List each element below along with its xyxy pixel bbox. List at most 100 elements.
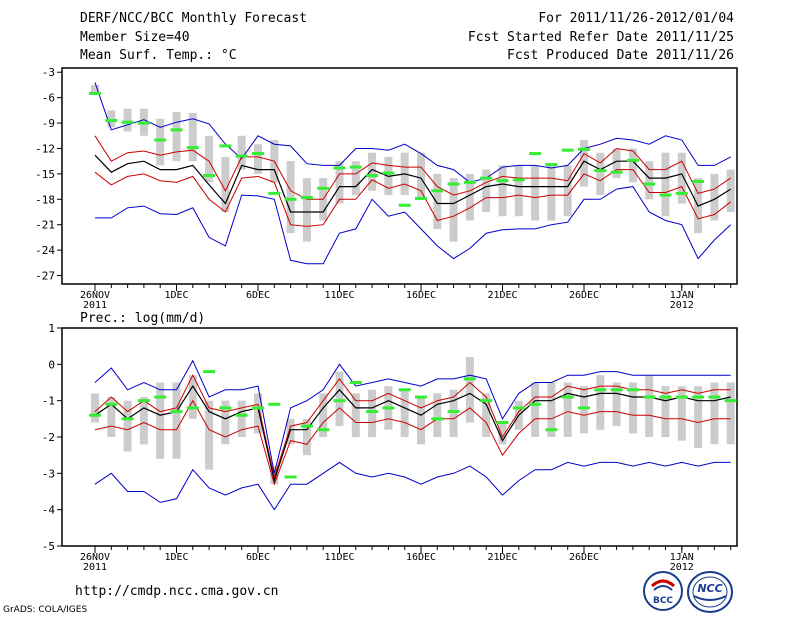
x-tick-label: 6DEC [246, 552, 270, 563]
spread-box [612, 382, 621, 427]
x-tick-label: 21DEC [487, 290, 517, 301]
mean-marker [708, 395, 721, 399]
mean-marker [235, 154, 248, 158]
y-tick-label: 0 [48, 358, 55, 371]
spread-box [465, 357, 474, 423]
bcc-logo-text: BCC [653, 596, 673, 606]
mean-marker [398, 203, 411, 207]
produced-date-label: Fcst Produced Date 2011/11/26 [507, 48, 734, 63]
spread-box [237, 135, 246, 170]
spread-box [482, 393, 491, 437]
spread-box [465, 173, 474, 221]
y-tick-label: -2 [42, 431, 55, 444]
spread-box [563, 165, 572, 217]
mean-marker [268, 402, 281, 406]
spread-box [596, 152, 605, 196]
spread-box [694, 386, 703, 448]
spread-box [319, 393, 328, 437]
spread-box [612, 148, 621, 179]
y-tick-label: 1 [48, 322, 55, 335]
mean-marker [594, 388, 607, 392]
mean-marker [317, 186, 330, 190]
spread-box [139, 397, 148, 445]
mean-marker [137, 121, 150, 125]
series-max-line [94, 359, 731, 474]
ncc-logo-text: NCC [697, 582, 722, 595]
spread-box [368, 389, 377, 437]
spread-box [286, 161, 295, 234]
spread-box [335, 161, 344, 204]
x-tick-label: 1DEC [164, 290, 188, 301]
mean-marker [447, 182, 460, 186]
mean-marker [170, 410, 183, 414]
y-tick-label: -27 [35, 270, 55, 283]
mean-marker [300, 196, 313, 200]
spread-box [400, 389, 409, 437]
mean-marker [105, 402, 118, 406]
mean-marker [724, 399, 737, 403]
mean-marker [203, 370, 216, 374]
mean-marker [431, 189, 444, 193]
spread-box [254, 393, 262, 434]
mean-marker [235, 413, 248, 417]
spread-box [172, 112, 181, 162]
mean-marker [578, 147, 590, 151]
ncc-logo: NCC [687, 571, 733, 613]
spread-box [221, 400, 230, 445]
spread-box [661, 386, 670, 437]
series-upper-line [94, 135, 731, 200]
spread-box [205, 400, 214, 470]
bcc-logo: BCC [643, 571, 683, 611]
x-tick-label: 16DEC [406, 290, 436, 301]
mean-marker [675, 395, 688, 399]
chart-title: DERF/NCC/BCC Monthly Forecast [80, 11, 307, 26]
spread-box [188, 112, 197, 162]
mean-marker [382, 406, 395, 410]
mean-marker [284, 197, 297, 201]
mean-marker [349, 165, 362, 169]
y-tick-label: -9 [42, 117, 55, 130]
spread-box [107, 110, 116, 128]
spread-box [254, 144, 262, 174]
spread-box [433, 173, 442, 229]
series-min-line [95, 186, 732, 265]
grads-credit: GrADS: COLA/IGES [3, 605, 88, 615]
mean-marker [268, 191, 281, 195]
spread-box [628, 148, 637, 183]
spread-box [563, 382, 572, 437]
mean-marker [105, 119, 118, 123]
x-tick-label: 6DEC [246, 290, 270, 301]
series-median-line [94, 154, 732, 213]
y-tick-label: -12 [35, 142, 55, 155]
spread-box [645, 161, 654, 200]
spread-box [661, 152, 670, 217]
spread-box [726, 169, 735, 212]
x-tick-label: 26DEC [569, 290, 599, 301]
x-year-label: 2012 [670, 562, 694, 573]
mean-marker [300, 424, 313, 428]
spread-box [156, 118, 165, 166]
start-date-label: Fcst Started Refer Date 2011/11/25 [467, 30, 734, 45]
x-tick-label: 26DEC [569, 552, 599, 563]
mean-marker [692, 395, 705, 399]
mean-marker [89, 413, 101, 417]
mean-marker [659, 395, 672, 399]
spread-box [677, 152, 686, 204]
spread-box [514, 165, 523, 217]
spread-box [188, 375, 197, 419]
mean-marker [382, 171, 395, 175]
footer-url[interactable]: http://cmdp.ncc.cma.gov.cn [75, 584, 279, 599]
mean-marker [610, 170, 623, 174]
series-lower-line [94, 399, 731, 486]
mean-marker [154, 395, 167, 399]
x-tick-label: 1DEC [164, 552, 188, 563]
spread-box [449, 178, 458, 242]
mean-marker [121, 120, 134, 124]
mean-marker [170, 128, 183, 132]
forecast-period-label: For 2011/11/26-2012/01/04 [538, 11, 734, 26]
mean-marker [529, 152, 542, 156]
spread-box [302, 178, 311, 242]
member-size-label: Member Size=40 [80, 30, 190, 45]
y-tick-label: -6 [42, 92, 55, 105]
spread-box [91, 393, 99, 423]
